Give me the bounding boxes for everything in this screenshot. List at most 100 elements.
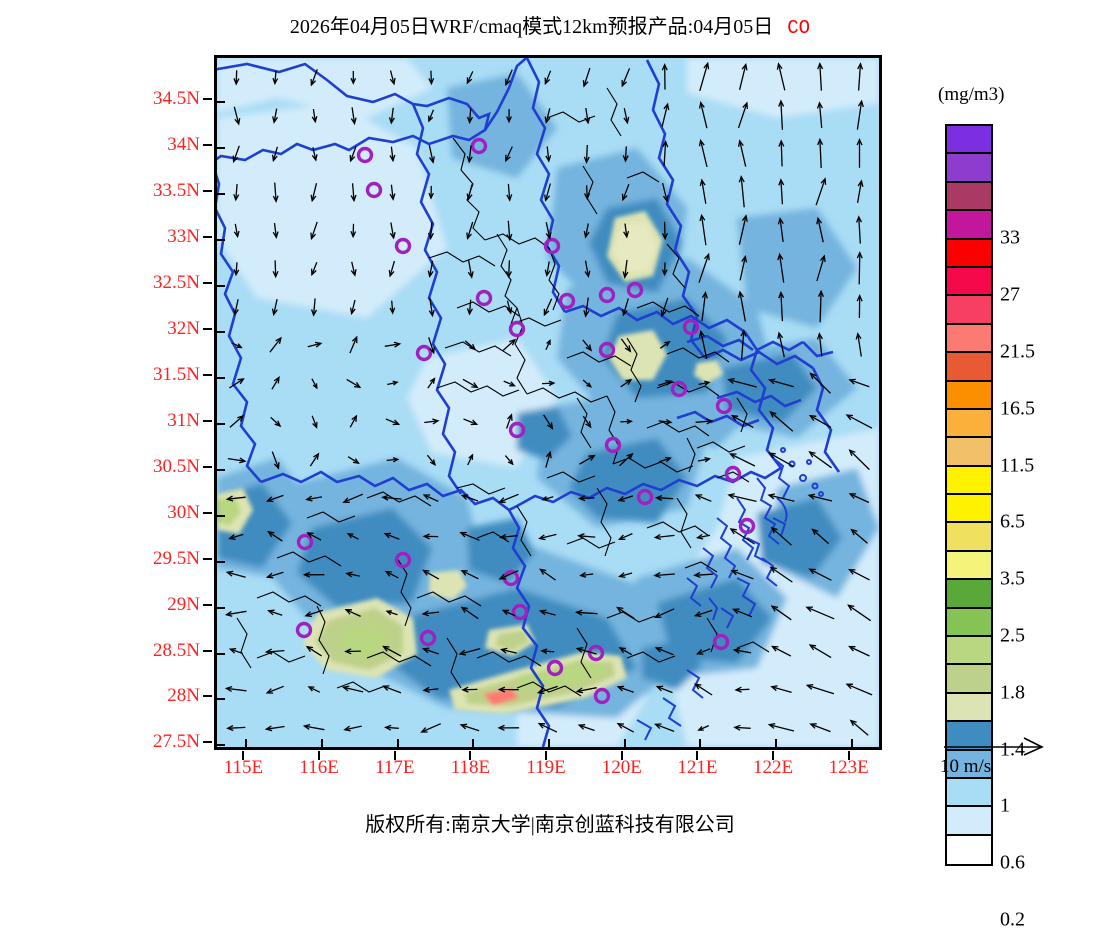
colorbar-segment <box>947 296 991 324</box>
y-axis-tick <box>203 741 212 743</box>
y-axis-tick-label: 34N <box>0 134 200 156</box>
colorbar-segment <box>947 552 991 580</box>
colorbar-tick-label: 6.5 <box>1000 511 1025 534</box>
wind-arrow-icon <box>940 735 1090 757</box>
forecast-map-plot[interactable] <box>214 55 882 750</box>
y-axis-tick-label: 34.5N <box>0 88 200 110</box>
y-axis-tick-label: 33.5N <box>0 180 200 202</box>
colorbar-segment <box>947 779 991 807</box>
colorbar-segment <box>947 268 991 296</box>
colorbar-tick-label: 3.5 <box>1000 568 1025 591</box>
x-axis-tick-label: 119E <box>526 757 565 779</box>
y-axis-inner-tick <box>217 101 225 103</box>
x-axis-tick-label: 115E <box>224 757 263 779</box>
y-axis-tick <box>203 374 212 376</box>
wind-scale-key: 10 m/s <box>940 735 1090 778</box>
x-axis-inner-tick <box>775 739 777 747</box>
colorbar-segment <box>947 694 991 722</box>
colorbar-segment <box>947 211 991 239</box>
colorbar-tick-label: 27 <box>1000 284 1020 307</box>
y-axis-inner-tick <box>217 515 225 517</box>
x-axis-tick <box>621 751 623 760</box>
y-axis-inner-tick <box>217 469 225 471</box>
x-axis-tick <box>772 751 774 760</box>
y-axis-tick <box>203 420 212 422</box>
y-axis-inner-tick <box>217 331 225 333</box>
x-axis-tick <box>696 751 698 760</box>
colorbar-segment <box>947 467 991 495</box>
x-axis-inner-tick <box>472 739 474 747</box>
y-axis-inner-tick <box>217 147 225 149</box>
x-axis-inner-tick <box>624 739 626 747</box>
x-axis-inner-tick <box>397 739 399 747</box>
y-axis-tick <box>203 512 212 514</box>
x-axis-tick <box>318 751 320 760</box>
colorbar-segment <box>947 240 991 268</box>
colorbar-tick-label: 21.5 <box>1000 341 1035 364</box>
colorbar-segment <box>947 580 991 608</box>
y-axis-tick-label: 29N <box>0 594 200 616</box>
colorbar-segment <box>947 637 991 665</box>
colorbar-unit-label: (mg/m3) <box>938 84 1005 106</box>
colorbar-segment <box>947 495 991 523</box>
y-axis-tick-label: 30.5N <box>0 456 200 478</box>
x-axis-tick <box>469 751 471 760</box>
x-axis-tick-label: 123E <box>829 757 869 779</box>
y-axis-inner-tick <box>217 285 225 287</box>
y-axis-inner-tick <box>217 423 225 425</box>
y-axis-tick-label: 32N <box>0 318 200 340</box>
x-axis-inner-tick <box>699 739 701 747</box>
colorbar-segment <box>947 183 991 211</box>
page-title: 2026年04月05日WRF/cmaq模式12km预报产品:04月05日 CO <box>0 10 1100 39</box>
wind-scale-label: 10 m/s <box>940 756 1090 778</box>
y-axis-tick-label: 33N <box>0 226 200 248</box>
y-axis-tick-label: 31.5N <box>0 364 200 386</box>
title-species-label: CO <box>787 17 810 39</box>
y-axis-inner-tick <box>217 561 225 563</box>
y-axis-tick-label: 30N <box>0 502 200 524</box>
title-main-text: 2026年04月05日WRF/cmaq模式12km预报产品:04月05日 <box>290 16 773 38</box>
colorbar-segment <box>947 438 991 466</box>
y-axis-tick <box>203 650 212 652</box>
x-axis-tick-label: 116E <box>299 757 338 779</box>
y-axis-inner-tick <box>217 653 225 655</box>
colorbar-segment <box>947 665 991 693</box>
x-axis-tick-label: 117E <box>375 757 414 779</box>
y-axis-tick <box>203 144 212 146</box>
y-axis-tick-label: 31N <box>0 410 200 432</box>
colorbar-segment <box>947 382 991 410</box>
x-axis-inner-tick <box>548 739 550 747</box>
colorbar-segment <box>947 609 991 637</box>
colorbar-tick-label: 1.8 <box>1000 681 1025 704</box>
map-canvas <box>217 58 879 747</box>
y-axis-tick-label: 29.5N <box>0 548 200 570</box>
y-axis-tick <box>203 190 212 192</box>
y-axis-tick-label: 32.5N <box>0 272 200 294</box>
y-axis-tick <box>203 328 212 330</box>
y-axis-tick <box>203 466 212 468</box>
colorbar-segment <box>947 154 991 182</box>
colorbar-segment <box>947 410 991 438</box>
x-axis-tick <box>242 751 244 760</box>
colorbar-tick-label: 33 <box>1000 227 1020 250</box>
colorbar-tick-label: 0.6 <box>1000 852 1025 875</box>
x-axis-tick <box>545 751 547 760</box>
y-axis-tick <box>203 695 212 697</box>
y-axis-inner-tick <box>217 698 225 700</box>
x-axis-tick-label: 122E <box>753 757 793 779</box>
copyright-footer: 版权所有:南京大学|南京创蓝科技有限公司 <box>0 808 1100 837</box>
x-axis-tick-label: 121E <box>677 757 717 779</box>
y-axis-inner-tick <box>217 239 225 241</box>
y-axis-tick-label: 27.5N <box>0 731 200 753</box>
colorbar-tick-label: 2.5 <box>1000 625 1025 648</box>
colorbar-segment <box>947 523 991 551</box>
y-axis-tick <box>203 236 212 238</box>
x-axis-inner-tick <box>851 739 853 747</box>
y-axis-inner-tick <box>217 607 225 609</box>
colorbar-tick-label: 16.5 <box>1000 397 1035 420</box>
x-axis-tick <box>394 751 396 760</box>
x-axis-inner-tick <box>245 739 247 747</box>
y-axis-inner-tick <box>217 193 225 195</box>
y-axis-tick <box>203 98 212 100</box>
colorbar-tick-label: 0.2 <box>1000 909 1025 932</box>
